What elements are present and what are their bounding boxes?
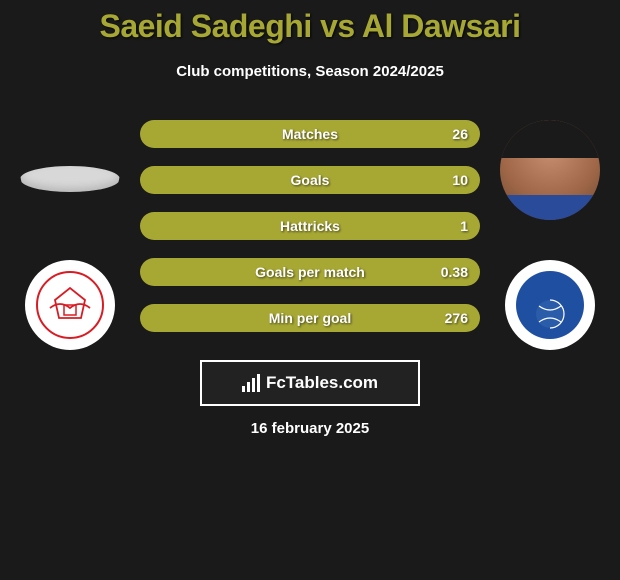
bar-label: Hattricks: [280, 218, 340, 234]
page-subtitle: Club competitions, Season 2024/2025: [0, 63, 620, 80]
bar-label: Matches: [282, 126, 338, 142]
persepolis-crest-icon: [35, 270, 105, 340]
brand-text: FcTables.com: [266, 373, 378, 393]
bar-right-value: 26: [452, 126, 468, 142]
silhouette-placeholder-icon: [20, 166, 120, 192]
bar-label: Goals: [291, 172, 330, 188]
page-title: Saeid Sadeghi vs Al Dawsari: [0, 8, 620, 45]
right-player-column: [490, 120, 610, 350]
bar-right-value: 276: [445, 310, 468, 326]
al-hilal-crest-icon: [509, 264, 591, 346]
left-player-column: [10, 120, 130, 350]
bar-right-value: 1: [460, 218, 468, 234]
main-area: Matches 26 Goals 10 Hattricks 1 Goals pe…: [0, 120, 620, 332]
brand-box: FcTables.com: [200, 360, 420, 406]
bar-label: Goals per match: [255, 264, 365, 280]
left-club-logo: [25, 260, 115, 350]
bar-right-value: 0.38: [441, 264, 468, 280]
stat-bar: Hattricks 1: [140, 212, 480, 240]
stat-bars: Matches 26 Goals 10 Hattricks 1 Goals pe…: [140, 120, 480, 332]
footer-date: 16 february 2025: [0, 420, 620, 437]
bar-label: Min per goal: [269, 310, 351, 326]
stat-bar: Goals per match 0.38: [140, 258, 480, 286]
bar-right-value: 10: [452, 172, 468, 188]
right-player-avatar: [500, 120, 600, 220]
player-photo-icon: [500, 120, 600, 220]
bar-chart-icon: [242, 374, 260, 392]
infographic-container: Saeid Sadeghi vs Al Dawsari Club competi…: [0, 0, 620, 437]
stat-bar: Matches 26: [140, 120, 480, 148]
right-club-logo: [505, 260, 595, 350]
left-player-avatar: [20, 120, 120, 220]
stat-bar: Min per goal 276: [140, 304, 480, 332]
stat-bar: Goals 10: [140, 166, 480, 194]
